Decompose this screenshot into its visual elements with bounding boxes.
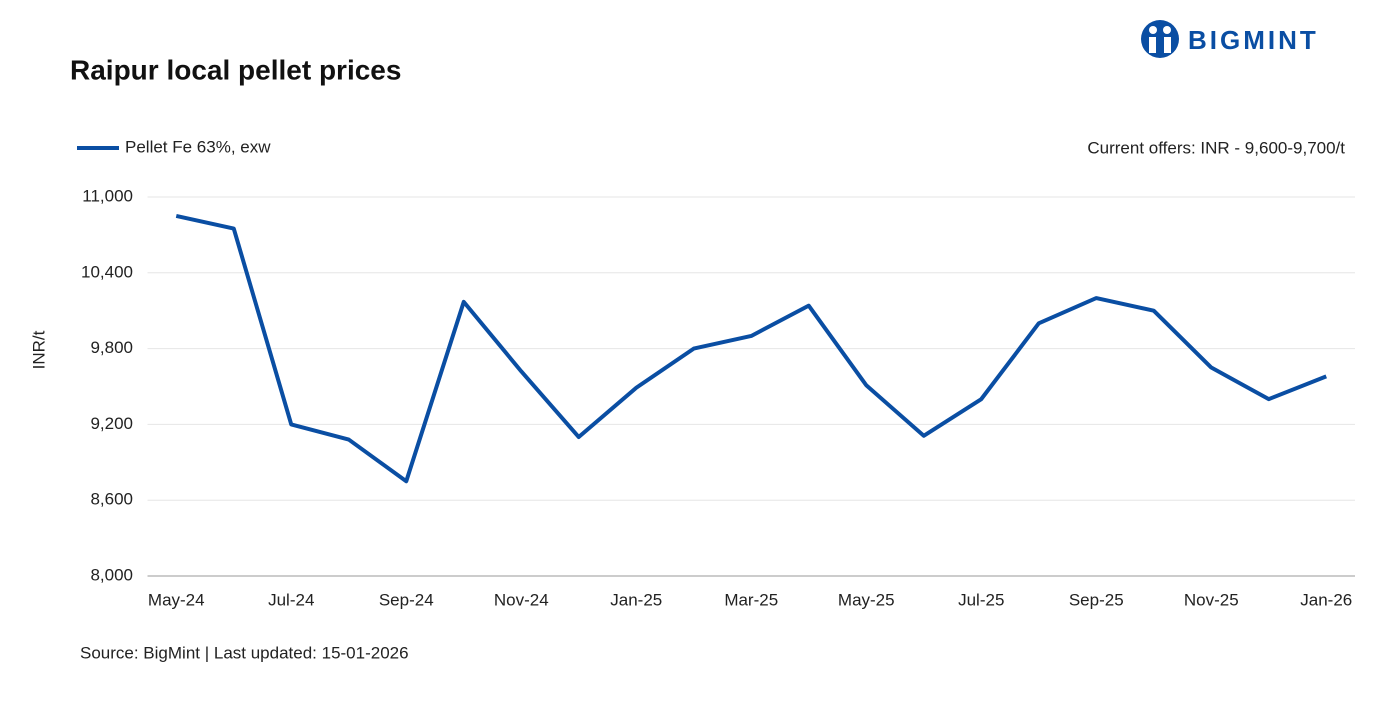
x-tick-label: Nov-24 bbox=[494, 590, 549, 609]
chart-title: Raipur local pellet prices bbox=[70, 54, 401, 85]
y-tick-label: 9,800 bbox=[90, 338, 133, 357]
source: Source: BigMint | Last updated: 15-01-20… bbox=[80, 643, 409, 662]
x-tick-label: Jul-24 bbox=[268, 590, 314, 609]
x-tick-label: Mar-25 bbox=[724, 590, 778, 609]
y-tick-label: 8,000 bbox=[90, 565, 133, 584]
logo-text: BIGMINT bbox=[1188, 25, 1319, 55]
x-tick-label: Jan-25 bbox=[610, 590, 662, 609]
annotation: Current offers: INR - 9,600-9,700/t bbox=[1087, 138, 1345, 157]
y-tick-label: 8,600 bbox=[90, 490, 133, 509]
y-axis-label: INR/t bbox=[29, 330, 48, 369]
x-tick-label: Jan-26 bbox=[1300, 590, 1352, 609]
x-tick-label: Nov-25 bbox=[1184, 590, 1239, 609]
x-tick-label: May-25 bbox=[838, 590, 895, 609]
x-tick-label: Sep-24 bbox=[379, 590, 434, 609]
x-tick-label: Jul-25 bbox=[958, 590, 1004, 609]
x-tick-label: May-24 bbox=[148, 590, 205, 609]
y-tick-label: 9,200 bbox=[90, 414, 133, 433]
y-tick-label: 11,000 bbox=[82, 186, 133, 205]
x-tick-label: Sep-25 bbox=[1069, 590, 1124, 609]
y-tick-label: 10,400 bbox=[81, 262, 133, 281]
line-series bbox=[175, 213, 1327, 484]
logo-icon bbox=[1141, 20, 1179, 58]
legend-label: Pellet Fe 63%, exw bbox=[125, 137, 271, 156]
